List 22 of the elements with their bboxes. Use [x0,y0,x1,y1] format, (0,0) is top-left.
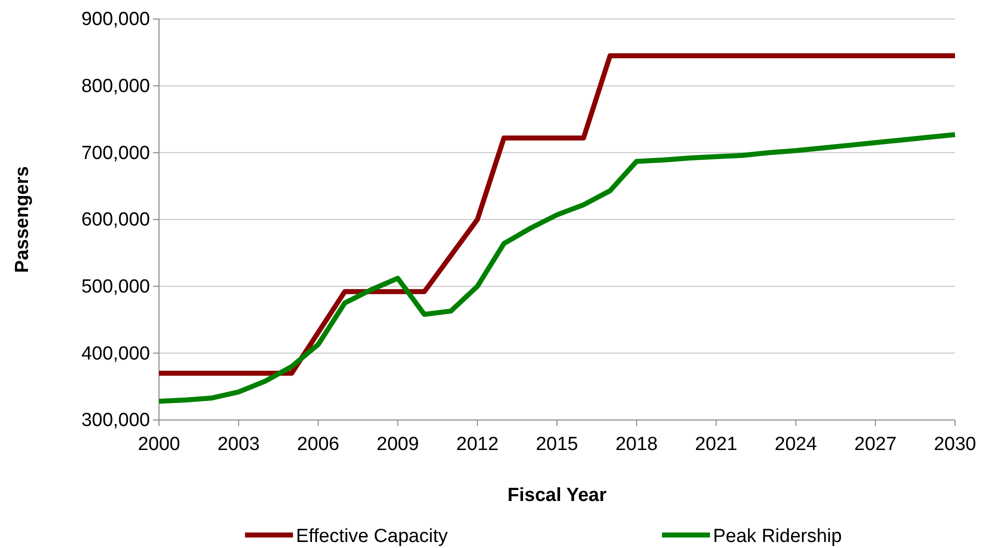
x-tick-label: 2024 [774,434,818,455]
x-tick-label: 2027 [854,434,897,455]
y-tick-label: 900,000 [81,9,150,30]
x-tick-label: 2003 [217,434,260,455]
y-axis-title: Passengers [12,166,33,273]
y-tick-label: 800,000 [81,76,150,97]
x-tick-label: 2015 [536,434,578,455]
x-tick-label: 2030 [934,434,976,455]
y-tick-label: 500,000 [81,276,150,298]
x-tick-label: 2012 [456,434,499,455]
y-tick-label: 400,000 [81,343,150,364]
y-tick-label: 700,000 [81,142,150,164]
legend-label: Effective Capacity [296,526,448,547]
x-tick-label: 2021 [695,434,738,455]
x-tick-label: 2009 [376,434,419,455]
x-axis-title: Fiscal Year [508,485,608,506]
y-tick-label: 600,000 [81,210,150,231]
x-tick-label: 2018 [615,434,658,455]
y-tick-label: 300,000 [81,410,150,432]
x-tick-label: 2000 [138,434,180,455]
x-tick-label: 2006 [297,434,340,455]
legend-label: Peak Ridership [713,526,842,547]
